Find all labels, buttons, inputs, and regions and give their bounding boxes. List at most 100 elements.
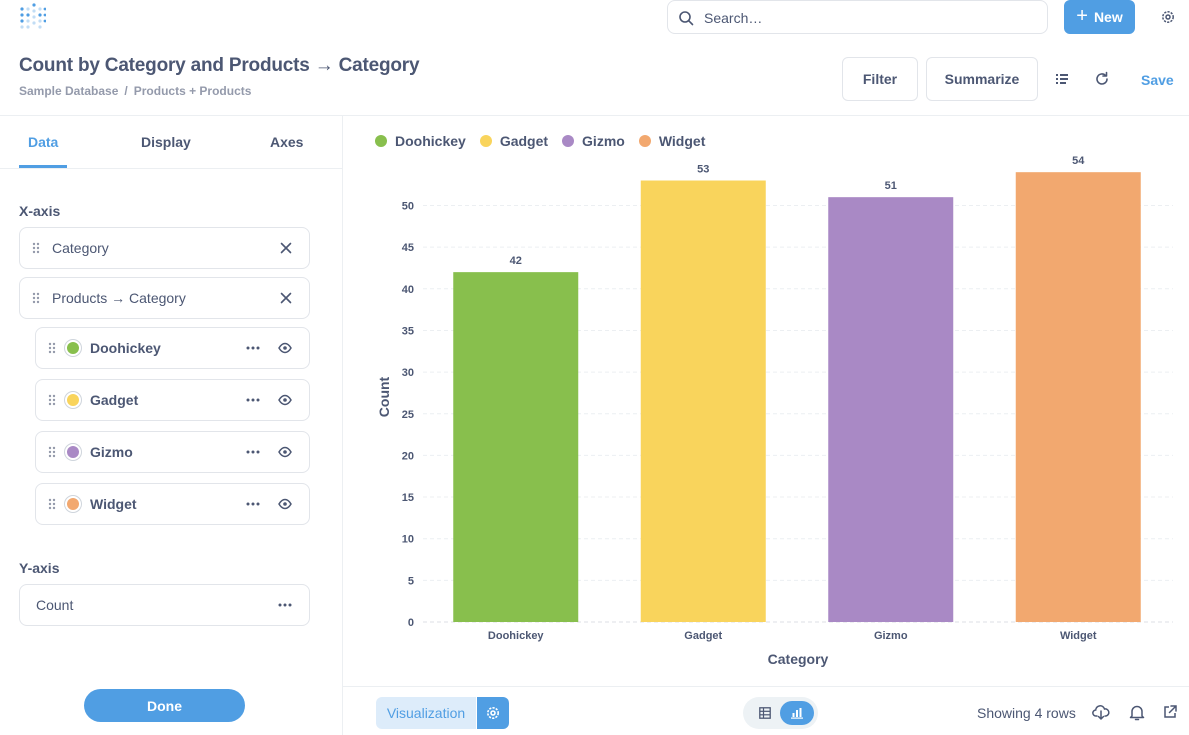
top-navigation-bar: + New bbox=[0, 0, 1189, 44]
close-icon[interactable] bbox=[280, 242, 292, 254]
series-item-doohickey[interactable]: Doohickey bbox=[35, 327, 310, 369]
legend-item-gadget[interactable]: Gadget bbox=[479, 133, 549, 149]
eye-icon[interactable] bbox=[278, 342, 292, 354]
chart-settings-button[interactable] bbox=[477, 697, 509, 729]
breadcrumb-table[interactable]: Products + Products bbox=[133, 84, 252, 98]
notebook-list-icon[interactable] bbox=[1055, 72, 1069, 86]
y-tick-label: 30 bbox=[402, 367, 414, 379]
more-options-icon[interactable] bbox=[246, 398, 260, 402]
field-label: Count bbox=[36, 597, 74, 613]
legend-item-gizmo[interactable]: Gizmo bbox=[562, 133, 625, 149]
chart-legend: Doohickey Gadget Gizmo Widget bbox=[375, 133, 719, 149]
close-icon[interactable] bbox=[280, 292, 292, 304]
active-tab-indicator bbox=[19, 165, 67, 168]
series-item-widget[interactable]: Widget bbox=[35, 483, 310, 525]
drag-handle-icon[interactable] bbox=[32, 292, 40, 304]
drag-handle-icon[interactable] bbox=[48, 446, 56, 458]
table-icon bbox=[759, 707, 771, 719]
x-tick-label: Widget bbox=[1060, 630, 1097, 642]
done-button[interactable]: Done bbox=[84, 689, 245, 722]
y-tick-label: 40 bbox=[402, 284, 414, 296]
x-axis-label: X-axis bbox=[19, 203, 61, 219]
eye-icon[interactable] bbox=[278, 394, 292, 406]
y-tick-label: 50 bbox=[402, 201, 414, 213]
legend-dot bbox=[479, 135, 492, 147]
legend-label: Widget bbox=[658, 133, 706, 149]
drag-handle-icon[interactable] bbox=[48, 498, 56, 510]
settings-tabs: Data Display Axes bbox=[0, 116, 342, 169]
series-label: Widget bbox=[90, 496, 137, 512]
question-title[interactable]: Count by Category and Products → Categor… bbox=[19, 55, 420, 76]
series-color-swatch[interactable] bbox=[64, 495, 82, 513]
settings-gear-icon[interactable] bbox=[1160, 9, 1176, 25]
x-axis-title: Category bbox=[768, 651, 829, 667]
legend-dot bbox=[375, 135, 387, 147]
y-axis-label: Y-axis bbox=[19, 560, 60, 576]
chart-view-button[interactable] bbox=[780, 701, 814, 725]
new-button-label: New bbox=[1093, 9, 1123, 25]
eye-icon[interactable] bbox=[278, 498, 292, 510]
y-tick-label: 0 bbox=[408, 617, 414, 629]
metabase-logo-icon[interactable] bbox=[18, 3, 46, 31]
field-label: Products → Category bbox=[52, 290, 186, 306]
field-label: Category bbox=[52, 240, 109, 256]
visualization-button[interactable]: Visualization bbox=[376, 697, 476, 729]
summarize-button[interactable]: Summarize bbox=[926, 57, 1038, 101]
series-item-gizmo[interactable]: Gizmo bbox=[35, 431, 310, 473]
search-input[interactable] bbox=[704, 7, 1034, 29]
bar-widget bbox=[1015, 172, 1141, 622]
filter-button[interactable]: Filter bbox=[842, 57, 918, 101]
more-options-icon[interactable] bbox=[278, 603, 292, 607]
y-tick-label: 45 bbox=[402, 242, 414, 254]
drag-handle-icon[interactable] bbox=[32, 242, 40, 254]
new-button[interactable]: + New bbox=[1064, 0, 1135, 34]
eye-icon[interactable] bbox=[278, 446, 292, 458]
series-label: Gizmo bbox=[90, 444, 133, 460]
search-icon bbox=[679, 11, 694, 26]
refresh-icon[interactable] bbox=[1094, 71, 1110, 87]
bar-chart: 0 5 10 15 20 25 30 35 40 45 50 42 Doohickey 53 Gadget 5… bbox=[376, 155, 1173, 667]
legend-item-doohickey[interactable]: Doohickey bbox=[375, 133, 466, 149]
y-tick-label: 5 bbox=[408, 575, 414, 587]
search-bar[interactable] bbox=[667, 0, 1048, 34]
download-icon[interactable] bbox=[1092, 703, 1110, 721]
y-tick-label: 10 bbox=[402, 534, 414, 546]
breadcrumb-database[interactable]: Sample Database bbox=[19, 84, 119, 98]
x-axis-field-products-category[interactable]: Products → Category bbox=[19, 277, 310, 319]
series-color-swatch[interactable] bbox=[64, 391, 82, 409]
y-axis-field-count[interactable]: Count bbox=[19, 584, 310, 626]
bar-value-label: 53 bbox=[697, 164, 709, 176]
drag-handle-icon[interactable] bbox=[48, 394, 56, 406]
legend-item-widget[interactable]: Widget bbox=[638, 133, 706, 149]
bar-gadget bbox=[640, 180, 766, 622]
breadcrumb: Sample Database / Products + Products bbox=[19, 84, 251, 98]
x-axis-field-category[interactable]: Category bbox=[19, 227, 310, 269]
series-color-swatch[interactable] bbox=[64, 443, 82, 461]
tab-data[interactable]: Data bbox=[28, 134, 59, 150]
series-item-gadget[interactable]: Gadget bbox=[35, 379, 310, 421]
legend-label: Gizmo bbox=[582, 133, 625, 149]
y-tick-label: 25 bbox=[402, 409, 414, 421]
more-options-icon[interactable] bbox=[246, 450, 260, 454]
series-color-swatch[interactable] bbox=[64, 339, 82, 357]
more-options-icon[interactable] bbox=[246, 346, 260, 350]
legend-label: Gadget bbox=[499, 133, 549, 149]
more-options-icon[interactable] bbox=[246, 502, 260, 506]
x-tick-label: Gizmo bbox=[874, 630, 908, 642]
share-external-icon[interactable] bbox=[1163, 705, 1177, 719]
save-button[interactable]: Save bbox=[1141, 72, 1174, 88]
bar-chart-icon bbox=[791, 708, 803, 719]
y-tick-label: 15 bbox=[402, 492, 414, 504]
bell-icon[interactable] bbox=[1128, 703, 1146, 721]
plus-icon: + bbox=[1076, 5, 1088, 27]
drag-handle-icon[interactable] bbox=[48, 342, 56, 354]
table-view-button[interactable] bbox=[752, 703, 778, 723]
chart-settings-sidebar: Data Display Axes X-axis Category Produc… bbox=[0, 115, 343, 735]
tab-display[interactable]: Display bbox=[141, 134, 191, 150]
legend-dot bbox=[638, 135, 651, 147]
y-tick-label: 20 bbox=[402, 450, 414, 462]
tab-axes[interactable]: Axes bbox=[270, 134, 304, 150]
bar-value-label: 51 bbox=[885, 180, 897, 192]
y-axis-title: Count bbox=[376, 376, 392, 417]
row-count-text: Showing 4 rows bbox=[977, 705, 1076, 721]
